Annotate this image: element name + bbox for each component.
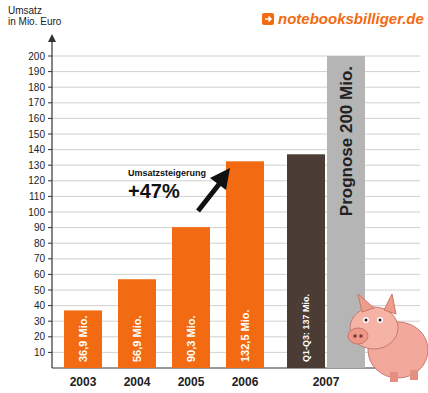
tick-label: 110 xyxy=(29,191,45,202)
bar xyxy=(64,310,102,368)
pig-leg xyxy=(410,370,418,380)
category-label: 2003 xyxy=(70,375,97,389)
pig-nostril xyxy=(353,334,357,338)
pig-eye xyxy=(377,317,383,323)
pig-ear xyxy=(384,294,396,314)
axis-title: Umsatz xyxy=(8,5,42,16)
tick-label: 90 xyxy=(34,222,46,233)
tick-label: 160 xyxy=(28,113,45,124)
category-label: 2005 xyxy=(178,375,205,389)
bar xyxy=(118,279,156,368)
tick-label: 30 xyxy=(34,316,46,327)
pig-eye xyxy=(363,317,369,323)
mascot xyxy=(348,294,428,382)
pig-eye xyxy=(379,319,382,322)
tick-label: 10 xyxy=(34,347,46,358)
annotation-arrow xyxy=(198,183,220,211)
y-axis xyxy=(51,36,52,368)
data-label: 56,9 Mio. xyxy=(131,316,143,362)
data-label: 90,3 Mio. xyxy=(185,316,197,362)
axis-arrow xyxy=(48,34,56,42)
tick-label: 20 xyxy=(34,331,46,342)
annotation-title: Umsatzsteigerung xyxy=(128,168,206,178)
annotation-arrowhead xyxy=(210,168,230,190)
tick-label: 60 xyxy=(34,269,46,280)
bars xyxy=(64,56,365,368)
labels: 36,9 Mio. 56,9 Mio. 90,3 Mio. 132,5 Mio. Q1-… xyxy=(77,66,356,362)
tick-label: 140 xyxy=(28,144,45,155)
tick-label: 180 xyxy=(28,82,45,93)
data-label: Q1-Q3: 137 Mio. xyxy=(301,294,311,362)
pig-nostril xyxy=(359,334,363,338)
tick-label: 40 xyxy=(34,300,46,311)
tick-label: 190 xyxy=(28,66,45,77)
category-label: 2006 xyxy=(232,375,259,389)
chart: 10 20 30 40 50 60 70 80 90 100 110 120 130 140 150 160 1… xyxy=(0,0,428,393)
data-label: Prognose 200 Mio. xyxy=(337,66,356,216)
pig-eye xyxy=(365,319,368,322)
tick-label: 150 xyxy=(28,129,45,140)
tick-label: 80 xyxy=(34,238,46,249)
tick-label: 50 xyxy=(34,285,46,296)
logo-icon xyxy=(262,13,274,25)
tick-label: 200 xyxy=(28,51,45,62)
bar xyxy=(287,154,325,368)
tick-label: 100 xyxy=(28,207,45,218)
annotation-text: +47% xyxy=(128,180,180,202)
category-label: 2007 xyxy=(313,375,340,389)
data-label: 132,5 Mio. xyxy=(239,309,251,362)
pig-leg xyxy=(390,372,398,382)
logo-text: notebooksbilliger.de xyxy=(278,10,424,27)
axis-title: in Mio. Euro xyxy=(8,16,62,27)
tick-label: 130 xyxy=(28,160,45,171)
bar xyxy=(172,227,210,368)
pig-ear xyxy=(358,294,374,312)
logo: notebooksbilliger.de xyxy=(262,10,424,27)
tick-label: 170 xyxy=(28,97,45,108)
tick-label: 120 xyxy=(28,175,45,186)
bar xyxy=(226,161,264,368)
category-label: 2004 xyxy=(124,375,151,389)
logo-icon-arrow xyxy=(265,17,271,22)
data-label: 36,9 Mio. xyxy=(77,316,89,362)
tick-label: 70 xyxy=(34,253,46,264)
pig-snout xyxy=(348,328,368,344)
